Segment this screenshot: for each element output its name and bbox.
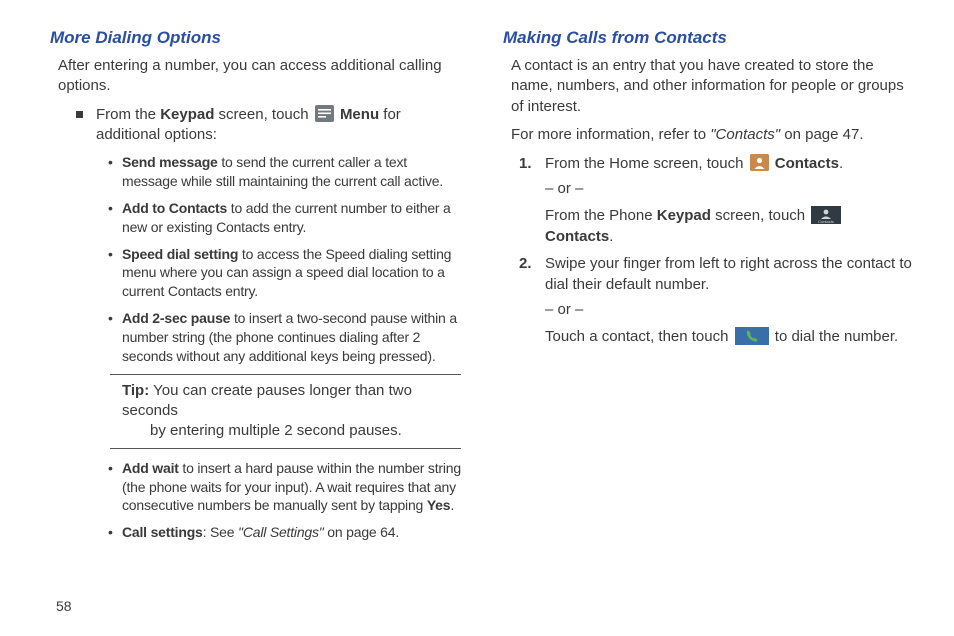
opt-rest-b: . [450, 497, 454, 513]
s1-d: screen, touch [711, 207, 809, 224]
tip-text-a: You can create pauses longer than two se… [122, 382, 412, 419]
contacts-ref-link: "Contacts" [710, 126, 780, 143]
opt-bold: Add to Contacts [122, 200, 227, 216]
lead-text-b: screen, touch [214, 106, 312, 123]
square-bullet-icon [76, 111, 83, 118]
opt-rest-a: : See [203, 524, 238, 540]
contacts-label: Contacts [775, 155, 839, 172]
s2-c: to dial the number. [771, 328, 899, 345]
yes-label: Yes [427, 497, 451, 513]
opt-add-wait: Add wait to insert a hard pause within t… [110, 459, 461, 516]
steps-list: 1. From the Home screen, touch Contacts.… [503, 153, 914, 347]
opt-bold: Add 2-sec pause [122, 310, 230, 326]
opt-add-to-contacts: Add to Contacts to add the current numbe… [110, 199, 461, 237]
s2-b: Touch a contact, then touch [545, 328, 733, 345]
opt-bold: Call settings [122, 524, 203, 540]
contacts-label-2: Contacts [545, 228, 609, 245]
page-number: 58 [56, 598, 72, 614]
contacts-badge-text: Contacts [818, 219, 834, 224]
opt-call-settings: Call settings: See "Call Settings" on pa… [110, 523, 461, 542]
call-settings-link: "Call Settings" [238, 524, 324, 540]
ref-para: For more information, refer to "Contacts… [503, 125, 914, 145]
ref-b: on page 47. [780, 126, 863, 143]
contacts-tab-icon: Contacts [811, 206, 841, 224]
left-column: More Dialing Options After entering a nu… [50, 28, 461, 616]
s1-a: From the Home screen, touch [545, 155, 748, 172]
tip-label: Tip: [122, 382, 149, 399]
ref-a: For more information, refer to [511, 126, 710, 143]
s2-a: Swipe your finger from left to right acr… [545, 255, 912, 293]
menu-icon [315, 105, 334, 122]
opt-rest-b: on page 64. [324, 524, 399, 540]
s1-c: From the Phone [545, 207, 657, 224]
section-title-making-calls: Making Calls from Contacts [503, 28, 914, 48]
options-list: Send message to send the current caller … [50, 153, 461, 366]
opt-add-2sec-pause: Add 2-sec pause to insert a two-second p… [110, 309, 461, 366]
step-1: 1. From the Home screen, touch Contacts.… [545, 153, 914, 247]
step-number: 2. [519, 253, 532, 274]
contacts-icon [750, 154, 769, 171]
step-number: 1. [519, 153, 532, 174]
intro-para: After entering a number, you can access … [50, 56, 461, 97]
menu-label: Menu [340, 106, 379, 123]
intro-para-right: A contact is an entry that you have crea… [503, 56, 914, 117]
tip-text-b: by entering multiple 2 second pauses. [122, 421, 449, 441]
opt-bold: Add wait [122, 460, 179, 476]
tip-box: Tip: You can create pauses longer than t… [110, 374, 461, 449]
section-title-more-dialing: More Dialing Options [50, 28, 461, 48]
s1-b: . [839, 155, 843, 172]
right-column: Making Calls from Contacts A contact is … [503, 28, 914, 616]
opt-bold: Send message [122, 154, 218, 170]
opt-send-message: Send message to send the current caller … [110, 153, 461, 191]
menu-lead-line: From the Keypad screen, touch Menu for a… [50, 105, 461, 146]
call-icon [735, 327, 769, 345]
or-separator: – or – [545, 299, 914, 320]
opt-bold: Speed dial setting [122, 246, 238, 262]
keypad-label-2: Keypad [657, 207, 711, 224]
or-separator: – or – [545, 178, 914, 199]
opt-speed-dial: Speed dial setting to access the Speed d… [110, 245, 461, 302]
options-list-2: Add wait to insert a hard pause within t… [50, 459, 461, 543]
step-2: 2. Swipe your finger from left to right … [545, 253, 914, 347]
lead-text-a: From the [96, 106, 160, 123]
s1-e: . [609, 228, 613, 245]
keypad-label: Keypad [160, 106, 214, 123]
